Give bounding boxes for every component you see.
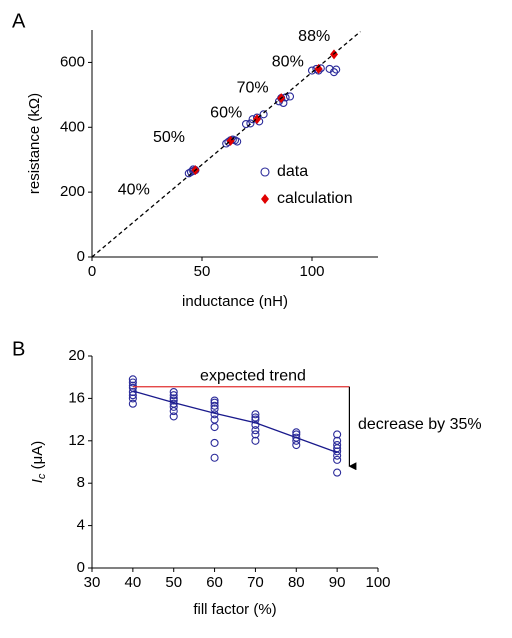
point (333, 468, 342, 477)
point (128, 394, 137, 403)
y-axis-label-part: I (29, 479, 46, 483)
point (210, 404, 219, 414)
x-tick-label: 60 (206, 574, 223, 591)
annotation: decrease by 35% (358, 416, 482, 433)
x-tick-label: 100 (299, 263, 324, 280)
point (333, 455, 342, 464)
point (292, 433, 301, 442)
y-axis-label-part: (μA) (29, 441, 46, 474)
point (210, 438, 219, 447)
y-tick-label: 200 (60, 183, 85, 200)
y-tick-label: 600 (60, 53, 85, 70)
y-axis-label: resistance (kΩ) (26, 93, 43, 194)
x-tick-label: 0 (88, 263, 96, 280)
point (128, 375, 137, 384)
legend-marker (260, 167, 270, 177)
point (169, 391, 178, 400)
point (128, 378, 137, 387)
x-tick-label: 80 (288, 574, 305, 591)
y-tick-label: 20 (68, 347, 85, 364)
point (210, 453, 219, 462)
y-axis-label-part: c (36, 473, 48, 479)
point (210, 422, 219, 432)
point (210, 396, 219, 405)
annotation: 60% (210, 105, 242, 122)
point (128, 381, 137, 390)
x-axis-label: inductance (nH) (182, 293, 288, 310)
point (210, 398, 219, 407)
x-axis-label: fill factor (%) (193, 601, 276, 618)
x-tick-label: 70 (247, 574, 264, 591)
point (285, 92, 295, 101)
x-tick-label: 50 (194, 263, 211, 280)
annotation: expected trend (200, 367, 306, 384)
x-tick-label: 100 (365, 574, 390, 591)
legend-label: data (277, 163, 308, 180)
annotation: 70% (237, 80, 269, 97)
point (251, 413, 260, 422)
legend-marker (261, 194, 269, 204)
y-tick-label: 400 (60, 118, 85, 135)
annotation: 80% (272, 54, 304, 71)
point (169, 394, 178, 403)
annotation: 88% (298, 28, 330, 45)
y-tick-label: 4 (77, 517, 85, 534)
point (314, 63, 323, 74)
x-tick-label: 50 (165, 574, 182, 591)
point (210, 415, 219, 424)
point (169, 412, 178, 421)
legend-label: calculation (277, 190, 353, 207)
point (251, 436, 260, 445)
x-tick-label: 90 (329, 574, 346, 591)
point (259, 110, 268, 119)
point (292, 428, 301, 437)
point (329, 68, 339, 77)
point (246, 119, 255, 128)
point (333, 436, 342, 445)
line (91, 31, 361, 258)
panel-label: A (12, 10, 26, 32)
y-tick-label: 8 (77, 474, 85, 491)
point (333, 430, 342, 439)
y-tick-label: 12 (68, 432, 85, 449)
y-tick-label: 16 (68, 389, 85, 406)
point (332, 65, 341, 74)
point (169, 387, 178, 397)
point (233, 137, 242, 146)
point (169, 402, 178, 411)
point (251, 430, 260, 439)
point (128, 399, 137, 408)
line (132, 390, 338, 454)
annotation: 50% (153, 129, 185, 146)
annotation: 40% (118, 182, 150, 199)
y-tick-label: 0 (77, 559, 85, 576)
point (251, 410, 260, 419)
point (251, 426, 260, 435)
x-tick-label: 30 (84, 574, 101, 591)
x-tick-label: 40 (125, 574, 142, 591)
y-tick-label: 0 (77, 248, 85, 265)
point (333, 440, 342, 450)
point (210, 401, 219, 410)
point (169, 396, 178, 405)
y-axis-label: Ic (μA) (29, 441, 48, 483)
panel-label: B (12, 338, 25, 360)
